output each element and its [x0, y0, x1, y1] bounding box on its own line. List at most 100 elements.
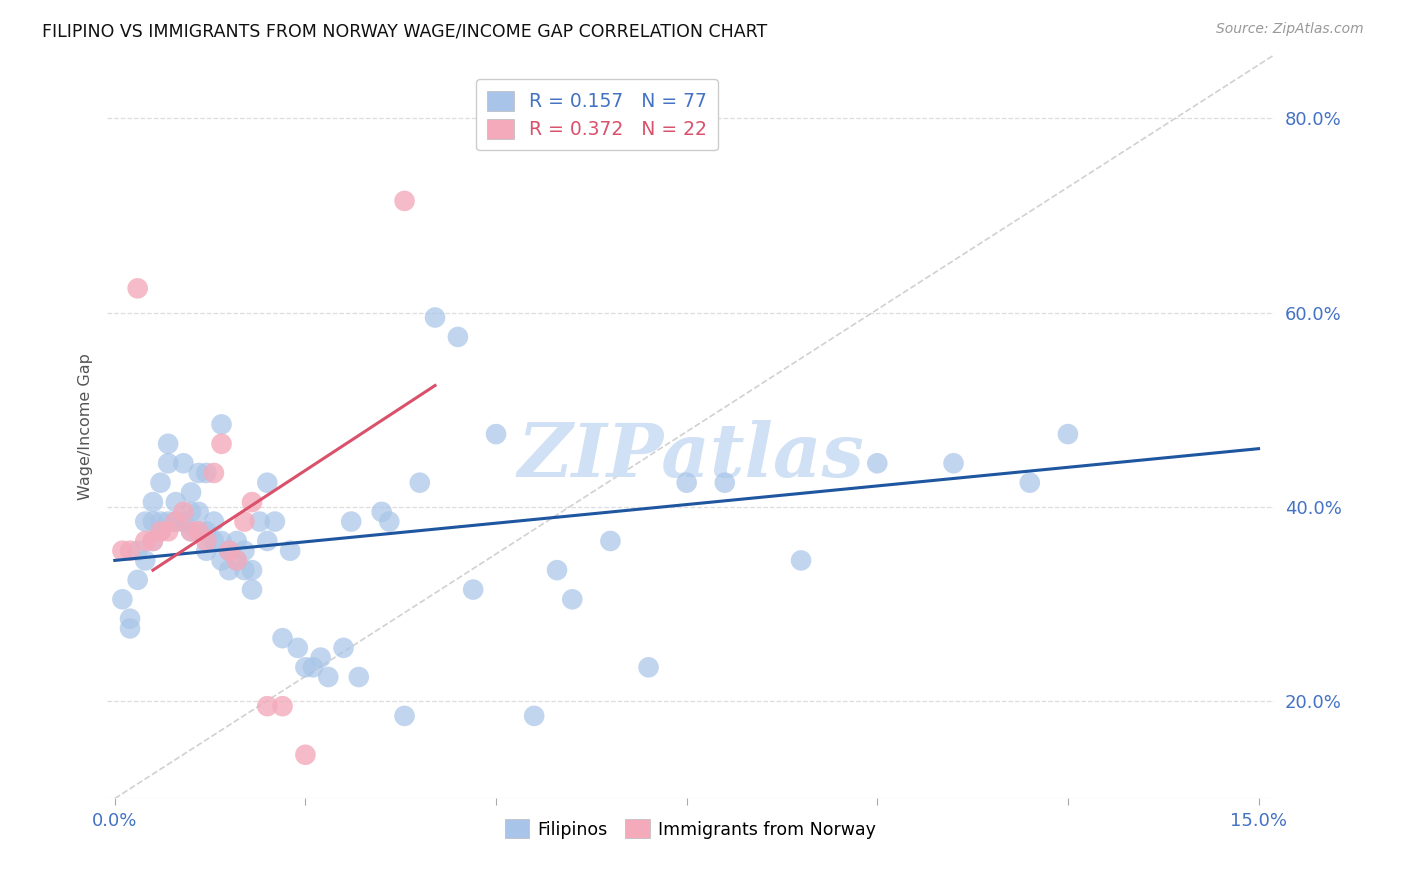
Point	[195, 533, 218, 548]
Point	[225, 553, 247, 567]
Point	[256, 475, 278, 490]
Point	[256, 699, 278, 714]
Point	[249, 515, 271, 529]
Point	[142, 495, 165, 509]
Point	[302, 660, 325, 674]
Point	[423, 310, 446, 325]
Point	[195, 466, 218, 480]
Point	[316, 670, 339, 684]
Point	[1018, 475, 1040, 490]
Point	[142, 533, 165, 548]
Point	[211, 533, 233, 548]
Point	[294, 747, 316, 762]
Point	[256, 533, 278, 548]
Point	[142, 515, 165, 529]
Point	[347, 670, 370, 684]
Legend: Filipinos, Immigrants from Norway: Filipinos, Immigrants from Norway	[498, 813, 883, 846]
Point	[180, 485, 202, 500]
Point	[187, 524, 209, 539]
Point	[714, 475, 737, 490]
Point	[240, 495, 263, 509]
Point	[332, 640, 354, 655]
Point	[149, 515, 172, 529]
Point	[309, 650, 332, 665]
Point	[378, 515, 401, 529]
Point	[118, 622, 141, 636]
Point	[187, 505, 209, 519]
Text: ZIPatlas: ZIPatlas	[517, 420, 863, 492]
Point	[942, 456, 965, 470]
Point	[127, 573, 149, 587]
Point	[637, 660, 659, 674]
Point	[271, 699, 294, 714]
Point	[134, 533, 156, 548]
Point	[157, 515, 180, 529]
Point	[225, 553, 247, 567]
Y-axis label: Wage/Income Gap: Wage/Income Gap	[79, 353, 93, 500]
Point	[165, 515, 187, 529]
Point	[463, 582, 485, 597]
Point	[172, 505, 194, 519]
Point	[264, 515, 287, 529]
Point	[675, 475, 697, 490]
Point	[523, 709, 546, 723]
Point	[157, 456, 180, 470]
Point	[202, 533, 225, 548]
Point	[233, 515, 256, 529]
Point	[240, 563, 263, 577]
Point	[195, 543, 218, 558]
Point	[118, 543, 141, 558]
Point	[211, 437, 233, 451]
Point	[294, 660, 316, 674]
Point	[180, 524, 202, 539]
Point	[225, 533, 247, 548]
Point	[149, 475, 172, 490]
Point	[111, 543, 134, 558]
Point	[394, 194, 416, 208]
Point	[180, 505, 202, 519]
Point	[187, 524, 209, 539]
Point	[211, 553, 233, 567]
Point	[1057, 427, 1080, 442]
Point	[202, 515, 225, 529]
Point	[790, 553, 813, 567]
Point	[271, 631, 294, 645]
Point	[218, 543, 240, 558]
Point	[165, 515, 187, 529]
Point	[866, 456, 889, 470]
Point	[157, 437, 180, 451]
Point	[218, 543, 240, 558]
Text: FILIPINO VS IMMIGRANTS FROM NORWAY WAGE/INCOME GAP CORRELATION CHART: FILIPINO VS IMMIGRANTS FROM NORWAY WAGE/…	[42, 22, 768, 40]
Point	[211, 417, 233, 432]
Point	[127, 543, 149, 558]
Point	[599, 533, 621, 548]
Point	[202, 466, 225, 480]
Point	[340, 515, 363, 529]
Point	[278, 543, 301, 558]
Point	[134, 553, 156, 567]
Point	[370, 505, 392, 519]
Point	[394, 709, 416, 723]
Point	[485, 427, 508, 442]
Point	[111, 592, 134, 607]
Point	[172, 456, 194, 470]
Point	[149, 524, 172, 539]
Point	[233, 543, 256, 558]
Point	[187, 466, 209, 480]
Point	[233, 563, 256, 577]
Point	[409, 475, 432, 490]
Point	[561, 592, 583, 607]
Point	[149, 524, 172, 539]
Point	[118, 612, 141, 626]
Point	[172, 515, 194, 529]
Point	[218, 563, 240, 577]
Point	[142, 533, 165, 548]
Point	[165, 515, 187, 529]
Point	[287, 640, 309, 655]
Point	[180, 524, 202, 539]
Point	[127, 281, 149, 295]
Point	[134, 515, 156, 529]
Point	[546, 563, 568, 577]
Point	[447, 330, 470, 344]
Text: Source: ZipAtlas.com: Source: ZipAtlas.com	[1216, 22, 1364, 37]
